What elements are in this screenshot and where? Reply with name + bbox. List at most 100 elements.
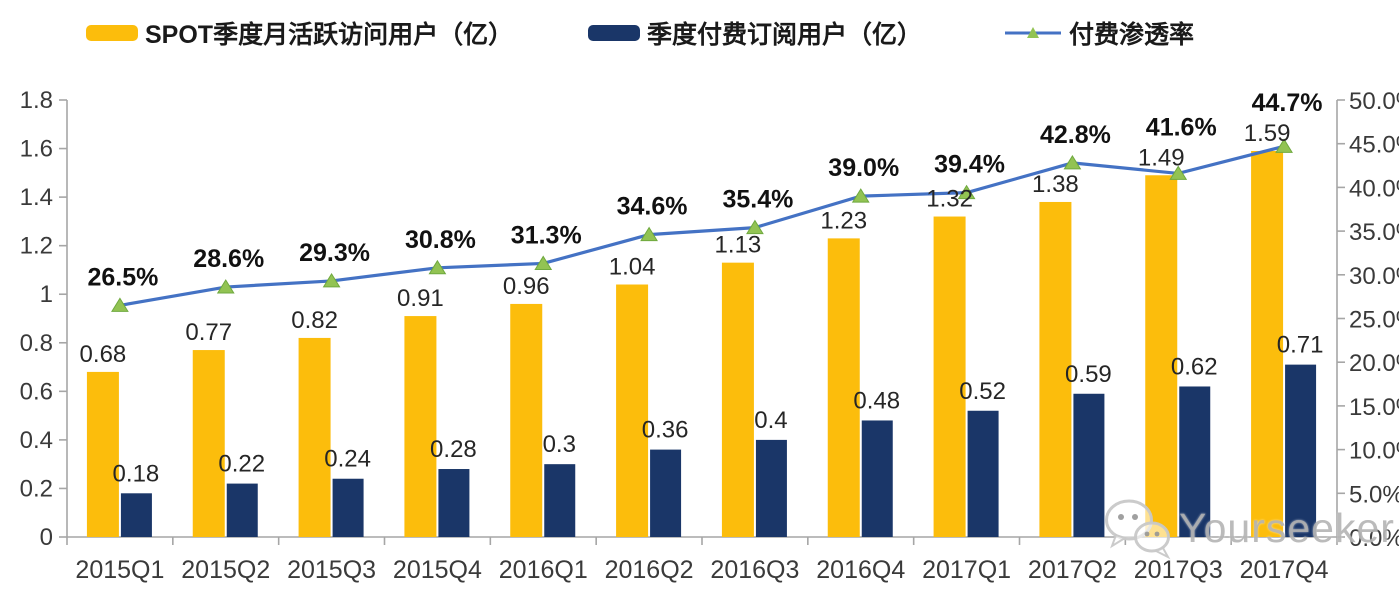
subscribers-value-label: 0.48 bbox=[853, 387, 900, 414]
left-axis-tick-label: 1.4 bbox=[20, 184, 53, 211]
penetration-pct-label: 39.4% bbox=[934, 151, 1005, 179]
bar-subscribers bbox=[967, 410, 999, 537]
x-axis-label: 2015Q1 bbox=[75, 556, 164, 584]
subscribers-value-label: 0.52 bbox=[959, 378, 1006, 405]
mau-value-label: 1.32 bbox=[926, 186, 973, 213]
subscribers-value-label: 0.22 bbox=[218, 451, 265, 478]
bar-mau bbox=[1145, 175, 1178, 537]
triangle-marker-icon bbox=[1275, 138, 1293, 153]
penetration-pct-label: 34.6% bbox=[617, 193, 688, 221]
right-axis-tick-label: 20.0% bbox=[1349, 350, 1399, 377]
penetration-pct-label: 44.7% bbox=[1252, 89, 1323, 117]
mau-value-label: 1.38 bbox=[1032, 171, 1079, 198]
mau-value-label: 0.77 bbox=[185, 319, 232, 346]
mau-value-label: 0.91 bbox=[397, 285, 444, 312]
bar-mau bbox=[192, 350, 225, 537]
x-axis-label: 2015Q4 bbox=[393, 556, 482, 584]
bar-mau bbox=[933, 216, 966, 538]
triangle-marker-icon bbox=[640, 226, 658, 242]
bar-subscribers bbox=[544, 464, 576, 537]
subscribers-legend-swatch-icon bbox=[588, 25, 640, 41]
mau-value-label: 0.96 bbox=[503, 273, 550, 300]
triangle-marker-icon bbox=[851, 188, 870, 203]
triangle-marker-icon bbox=[1063, 154, 1082, 170]
right-axis-tick-label: 45.0% bbox=[1349, 132, 1399, 159]
penetration-pct-label: 30.8% bbox=[405, 226, 476, 254]
triangle-marker-icon bbox=[322, 272, 341, 288]
bar-subscribers bbox=[438, 469, 470, 537]
bar-subscribers bbox=[226, 483, 258, 537]
mau-legend-swatch-icon bbox=[86, 25, 138, 41]
penetration-pct-label: 39.0% bbox=[828, 154, 899, 182]
right-axis-tick-label: 0.0% bbox=[1349, 525, 1399, 552]
right-axis-tick-label: 10.0% bbox=[1349, 438, 1399, 465]
mau-value-label: 1.59 bbox=[1244, 120, 1291, 147]
left-axis-tick-label: 0.6 bbox=[20, 378, 53, 405]
x-axis-label: 2017Q2 bbox=[1028, 556, 1117, 584]
subscribers-value-label: 0.71 bbox=[1277, 332, 1324, 359]
legend-item-penetration: 付费渗透率 bbox=[1004, 15, 1194, 51]
bar-subscribers bbox=[1179, 386, 1211, 537]
triangle-marker-icon bbox=[216, 279, 235, 294]
right-axis-tick-label: 5.0% bbox=[1349, 481, 1399, 508]
mau-legend-label: SPOT季度月活跃访问用户（亿） bbox=[145, 21, 514, 49]
subscribers-value-label: 0.18 bbox=[113, 460, 160, 487]
left-axis-tick-label: 1.6 bbox=[20, 136, 53, 163]
left-axis-tick-label: 0.2 bbox=[20, 475, 53, 502]
bar-subscribers bbox=[332, 478, 364, 537]
subscribers-legend-label: 季度付费订阅用户（亿） bbox=[647, 21, 923, 49]
penetration-legend-label: 付费渗透率 bbox=[1069, 21, 1195, 49]
x-axis-label: 2016Q1 bbox=[499, 556, 588, 584]
penetration-line bbox=[119, 144, 1285, 307]
bar-subscribers bbox=[1073, 393, 1105, 537]
bar-subscribers bbox=[650, 449, 682, 537]
x-axis-label: 2016Q4 bbox=[816, 556, 905, 584]
triangle-marker-icon bbox=[746, 219, 764, 235]
penetration-legend-marker-icon bbox=[1005, 27, 1061, 38]
x-axis-label: 2016Q3 bbox=[710, 556, 799, 584]
x-axis-label: 2017Q4 bbox=[1240, 556, 1329, 584]
right-axis-tick-label: 30.0% bbox=[1349, 263, 1399, 290]
x-axis-label: 2015Q2 bbox=[181, 556, 270, 584]
bar-mau bbox=[1251, 150, 1284, 537]
x-axis-label: 2016Q2 bbox=[605, 556, 694, 584]
bar-subscribers bbox=[1285, 364, 1317, 537]
bar-mau bbox=[721, 262, 754, 537]
left-axis-tick-label: 1 bbox=[40, 281, 53, 308]
right-axis-tick-label: 50.0% bbox=[1349, 88, 1399, 115]
bar-subscribers bbox=[755, 439, 787, 537]
subscribers-value-label: 0.4 bbox=[754, 407, 787, 434]
bar-mau bbox=[86, 371, 119, 537]
mau-value-label: 1.49 bbox=[1138, 144, 1185, 171]
bar-subscribers bbox=[861, 420, 893, 537]
penetration-pct-label: 29.3% bbox=[299, 239, 370, 267]
bar-mau bbox=[404, 316, 437, 537]
left-axis-tick-label: 1.2 bbox=[20, 233, 53, 260]
penetration-pct-label: 42.8% bbox=[1040, 121, 1111, 149]
subscribers-value-label: 0.28 bbox=[430, 436, 477, 463]
bar-mau bbox=[1039, 201, 1072, 537]
bar-subscribers bbox=[120, 493, 152, 537]
penetration-pct-label: 35.4% bbox=[722, 186, 793, 214]
x-axis-label: 2017Q3 bbox=[1134, 556, 1223, 584]
mau-value-label: 1.23 bbox=[820, 207, 867, 234]
subscribers-value-label: 0.36 bbox=[642, 417, 689, 444]
penetration-pct-label: 31.3% bbox=[511, 221, 582, 249]
bar-mau bbox=[510, 303, 543, 537]
penetration-pct-label: 28.6% bbox=[193, 245, 264, 273]
triangle-marker-icon bbox=[534, 255, 553, 270]
bar-mau bbox=[827, 238, 860, 537]
penetration-pct-label: 41.6% bbox=[1146, 113, 1217, 141]
bar-mau bbox=[616, 284, 649, 537]
mau-value-label: 0.68 bbox=[80, 341, 127, 368]
right-axis-tick-label: 40.0% bbox=[1349, 175, 1399, 202]
right-axis-tick-label: 35.0% bbox=[1349, 219, 1399, 246]
legend-item-subscribers: 季度付费订阅用户（亿） bbox=[588, 15, 922, 51]
left-axis-tick-label: 1.8 bbox=[20, 87, 53, 114]
subscribers-value-label: 0.62 bbox=[1171, 353, 1218, 380]
mau-value-label: 1.13 bbox=[715, 232, 762, 259]
x-axis-label: 2015Q3 bbox=[287, 556, 376, 584]
bar-mau bbox=[298, 337, 331, 537]
left-axis-tick-label: 0.8 bbox=[20, 330, 53, 357]
right-axis-tick-label: 15.0% bbox=[1349, 394, 1399, 421]
